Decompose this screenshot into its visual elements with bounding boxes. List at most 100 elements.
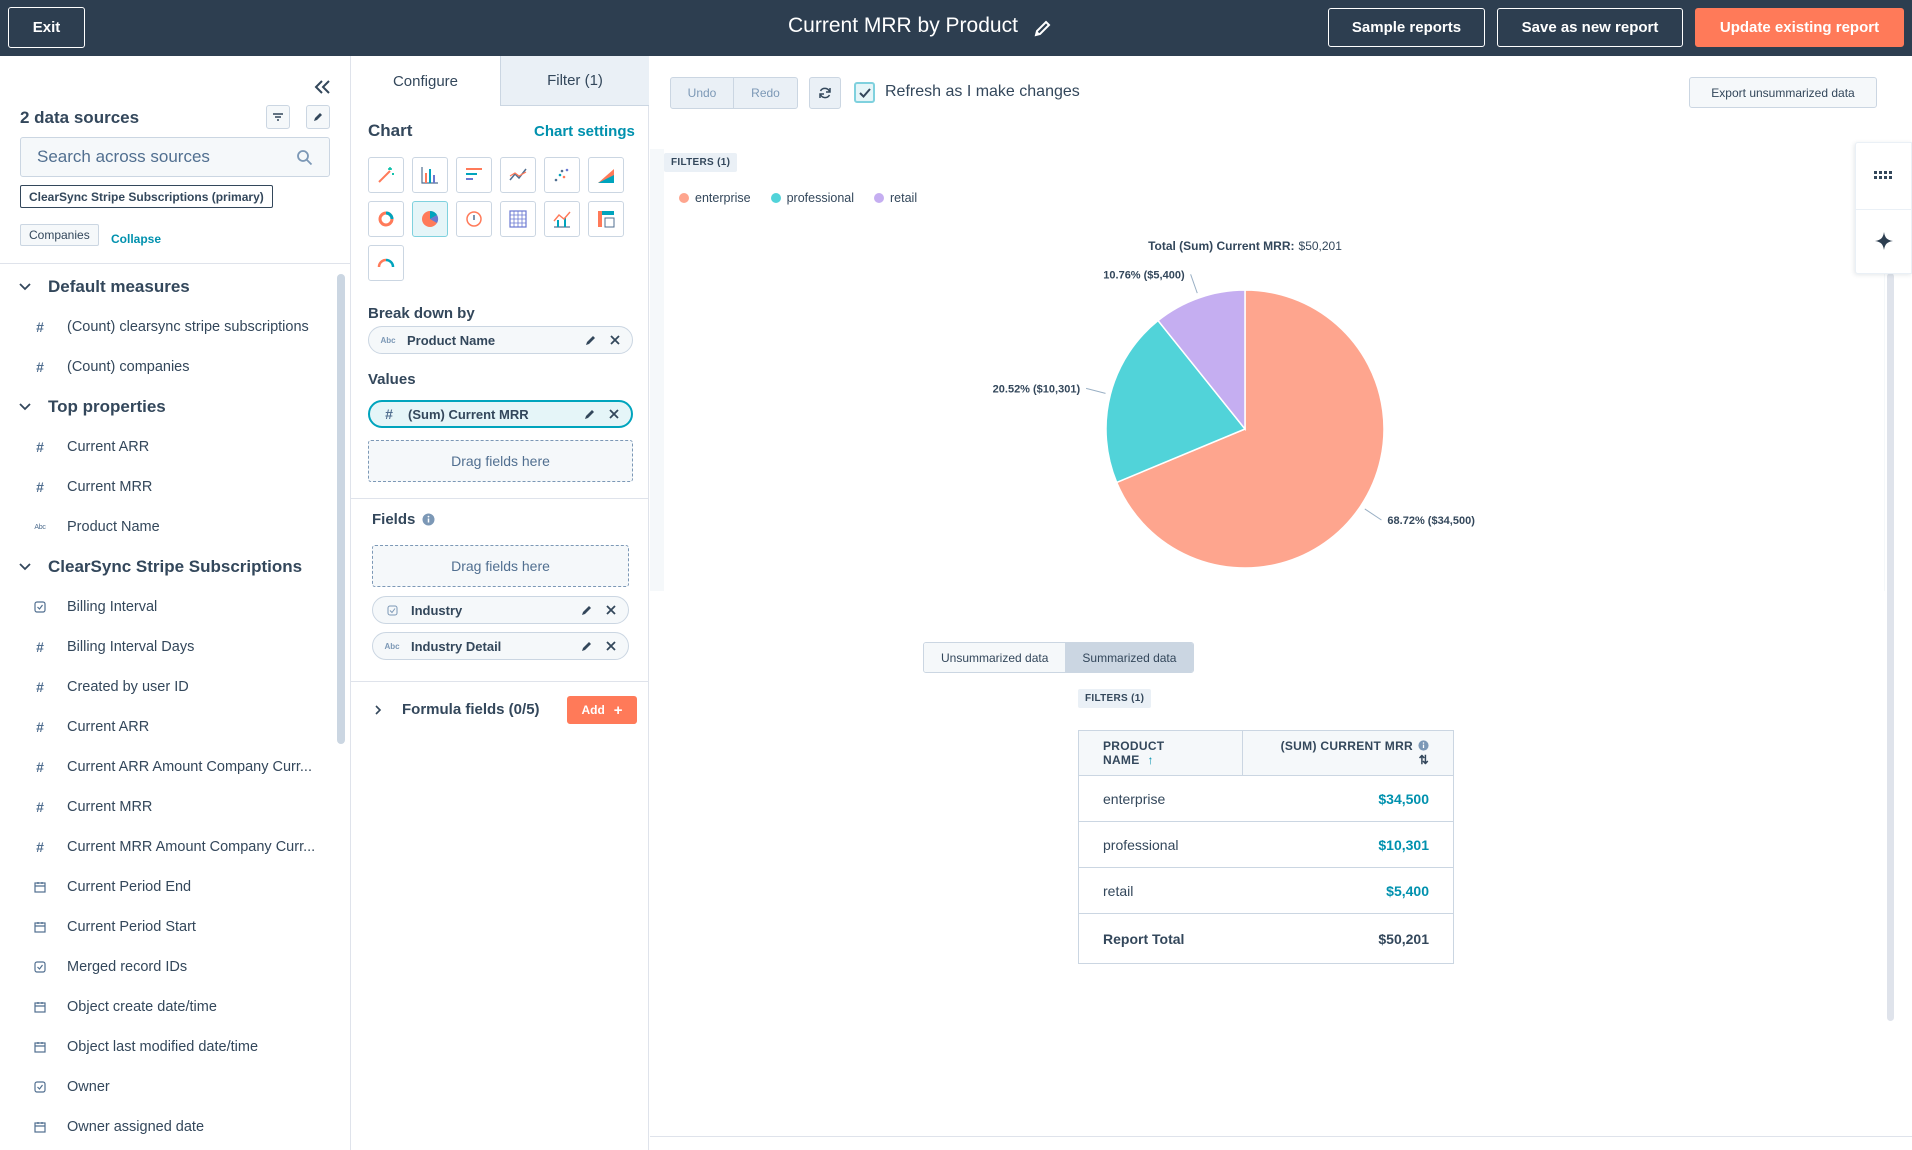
undo-button[interactable]: Undo xyxy=(671,78,734,108)
property-item[interactable]: # Current MRR xyxy=(0,787,335,827)
property-item[interactable]: Abc Product Name xyxy=(0,507,335,547)
pencil-icon[interactable] xyxy=(1033,18,1053,38)
tab-filter[interactable]: Filter (1) xyxy=(500,56,649,106)
chart-type-gauge-arc[interactable] xyxy=(368,245,404,281)
filters-badge[interactable]: FILTERS (1) xyxy=(664,153,738,172)
property-item[interactable]: # Current MRR xyxy=(0,467,335,507)
chart-type-line[interactable] xyxy=(500,157,536,193)
field-pill-industry-detail[interactable]: Abc Industry Detail xyxy=(372,632,629,660)
formula-fields-toggle[interactable]: Formula fields (0/5) xyxy=(372,701,540,718)
chart-settings-link[interactable]: Chart settings xyxy=(534,123,635,140)
pie-slice-enterprise[interactable] xyxy=(1115,289,1385,569)
preview-scrollbar[interactable] xyxy=(1887,273,1894,1021)
tab-configure[interactable]: Configure xyxy=(351,56,500,106)
property-item[interactable]: # Current ARR xyxy=(0,427,335,467)
number-type-icon: # xyxy=(36,799,44,815)
property-item[interactable]: # Current ARR xyxy=(0,707,335,747)
property-item[interactable]: Object last modified date/time xyxy=(0,1027,335,1067)
property-section-header[interactable]: Top properties xyxy=(0,387,335,427)
field-pill-industry[interactable]: Industry xyxy=(372,596,629,624)
pencil-icon[interactable] xyxy=(580,639,594,653)
chart-type-pivot[interactable] xyxy=(588,201,624,237)
exit-button[interactable]: Exit xyxy=(8,7,85,48)
refresh-checkbox-label[interactable]: Refresh as I make changes xyxy=(885,83,1080,100)
chart-type-scatter[interactable] xyxy=(544,157,580,193)
chart-type-bar[interactable] xyxy=(456,157,492,193)
breakdown-field-pill[interactable]: Abc Product Name xyxy=(368,326,633,354)
filters-badge[interactable]: FILTERS (1) xyxy=(1078,689,1152,708)
values-field-pill[interactable]: # (Sum) Current MRR xyxy=(368,400,633,428)
search-sources-input[interactable] xyxy=(20,137,330,177)
property-item[interactable]: # (Count) clearsync stripe subscriptions xyxy=(0,307,335,347)
refresh-checkbox[interactable] xyxy=(854,82,875,103)
value-cell[interactable]: $10,301 xyxy=(1242,821,1454,868)
sparkle-icon[interactable] xyxy=(1874,231,1894,251)
close-icon[interactable] xyxy=(608,333,622,347)
property-item[interactable]: # Created by user ID xyxy=(0,667,335,707)
companies-source-tag[interactable]: Companies xyxy=(20,224,99,246)
legend-item[interactable]: retail xyxy=(874,191,917,205)
summarized-data-tab[interactable]: Summarized data xyxy=(1065,643,1194,672)
chart-type-auto[interactable] xyxy=(368,157,404,193)
property-section-header[interactable]: ClearSync Stripe Subscriptions xyxy=(0,547,335,587)
export-unsummarized-button[interactable]: Export unsummarized data xyxy=(1689,77,1877,108)
property-item[interactable]: Owner xyxy=(0,1067,335,1107)
add-formula-button[interactable]: Add + xyxy=(567,696,637,724)
property-list-scrollbar[interactable] xyxy=(337,274,345,744)
collapse-link[interactable]: Collapse xyxy=(111,232,162,246)
primary-source-tag[interactable]: ClearSync Stripe Subscriptions (primary) xyxy=(20,185,273,208)
save-as-new-report-button[interactable]: Save as new report xyxy=(1497,8,1683,47)
property-item[interactable]: # Billing Interval Days xyxy=(0,627,335,667)
close-icon[interactable] xyxy=(607,407,621,421)
pencil-icon[interactable] xyxy=(583,407,597,421)
property-section-header[interactable]: Default measures xyxy=(0,267,335,307)
property-item[interactable]: # Current MRR Amount Company Curr... xyxy=(0,827,335,867)
refresh-button[interactable] xyxy=(809,77,841,109)
column-header-product-name[interactable]: PRODUCT NAME ↑ xyxy=(1078,730,1243,776)
pie-slice-retail[interactable] xyxy=(1156,289,1246,432)
close-icon[interactable] xyxy=(604,639,618,653)
pencil-icon[interactable] xyxy=(580,603,594,617)
property-item[interactable]: # (Count) companies xyxy=(0,347,335,387)
filter-list-button[interactable] xyxy=(266,105,290,129)
value-cell[interactable]: $5,400 xyxy=(1242,867,1454,914)
unsummarized-data-tab[interactable]: Unsummarized data xyxy=(924,643,1066,672)
property-item[interactable]: Billing Interval xyxy=(0,587,335,627)
redo-button[interactable]: Redo xyxy=(751,86,780,100)
filter-lines-icon xyxy=(273,113,283,121)
property-item[interactable]: Owner assigned date xyxy=(0,1107,335,1147)
sample-reports-button[interactable]: Sample reports xyxy=(1328,8,1485,47)
property-item[interactable]: # Current ARR Amount Company Curr... xyxy=(0,747,335,787)
pie-slice-professional[interactable] xyxy=(1105,319,1247,484)
product-name-cell: retail xyxy=(1078,867,1243,914)
chart-type-table[interactable] xyxy=(500,201,536,237)
legend-item[interactable]: professional xyxy=(770,191,854,205)
single-value-icon xyxy=(466,211,482,227)
close-icon[interactable] xyxy=(604,603,618,617)
pie-chart: Total (Sum) Current MRR: $50,201 68.72% (… xyxy=(993,239,1475,569)
values-drop-zone[interactable]: Drag fields here xyxy=(368,440,633,482)
column-header-sum-current-mrr[interactable]: (SUM) CURRENT MRR ⇅ xyxy=(1241,730,1455,776)
update-existing-report-button[interactable]: Update existing report xyxy=(1695,8,1904,47)
double-chevron-left-icon[interactable] xyxy=(311,76,333,98)
property-item[interactable]: Object create date/time xyxy=(0,987,335,1027)
chart-type-combo[interactable] xyxy=(544,201,580,237)
scatter-chart-icon xyxy=(554,168,569,182)
property-item[interactable]: Current Period Start xyxy=(0,907,335,947)
chart-type-donut[interactable] xyxy=(368,201,404,237)
chart-type-pie[interactable] xyxy=(412,201,448,237)
legend-item[interactable]: enterprise xyxy=(679,191,751,205)
chart-type-column[interactable] xyxy=(412,157,448,193)
configure-panel: Configure Filter (1) Chart Chart setting… xyxy=(351,56,649,1150)
pencil-icon[interactable] xyxy=(584,333,598,347)
fields-drop-zone[interactable]: Drag fields here xyxy=(372,545,629,587)
field-label: Industry xyxy=(411,602,463,618)
edit-sources-button[interactable] xyxy=(306,105,330,129)
grid-dots-icon[interactable] xyxy=(1874,171,1896,181)
value-cell[interactable]: $34,500 xyxy=(1242,775,1454,822)
property-item[interactable]: Merged record IDs xyxy=(0,947,335,987)
chart-type-gauge[interactable] xyxy=(456,201,492,237)
chart-type-area[interactable] xyxy=(588,157,624,193)
info-icon[interactable] xyxy=(422,513,435,526)
property-item[interactable]: Current Period End xyxy=(0,867,335,907)
